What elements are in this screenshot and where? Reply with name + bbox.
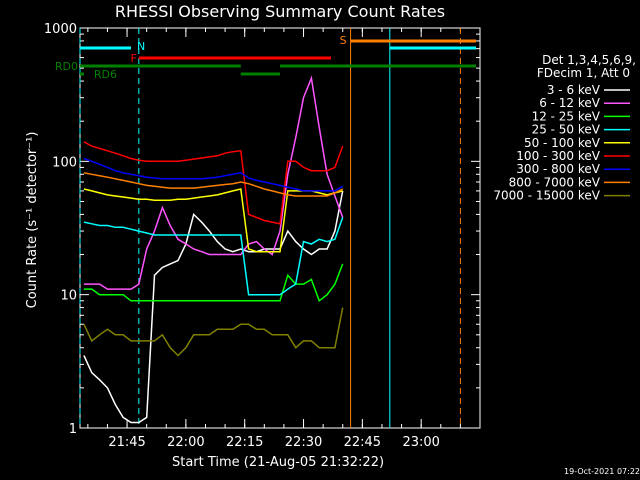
chart-title: RHESSI Observing Summary Count Rates bbox=[115, 2, 445, 21]
series-line bbox=[83, 157, 344, 192]
y-tick-label: 10 bbox=[60, 289, 77, 304]
series-line bbox=[83, 188, 343, 253]
generation-timestamp: 19-Oct-2021 07:22 bbox=[564, 467, 640, 476]
x-axis-label: Start Time (21-Aug-05 21:32:22) bbox=[172, 455, 384, 470]
x-tick-label: 22:45 bbox=[344, 435, 381, 450]
flag-bar-label: F bbox=[130, 52, 136, 65]
legend-header-line-1: Det 1,3,4,5,6,9, bbox=[542, 53, 636, 67]
flag-bar-label: RD0 bbox=[55, 60, 78, 73]
series-line bbox=[83, 307, 344, 357]
legend-label: 100 - 300 keV bbox=[516, 149, 600, 163]
series-line bbox=[83, 217, 344, 296]
x-tick-label: 22:15 bbox=[226, 435, 263, 450]
series-line bbox=[83, 190, 344, 424]
plot-area: 1 10 100 1000 21:45 22:00 22:15 22:30 22:45 23:00… bbox=[44, 22, 481, 450]
legend: Det 1,3,4,5,6,9, FDecim 1, Att 0 3 - 6 k… bbox=[493, 53, 636, 203]
y-tick-label: 1000 bbox=[44, 22, 77, 37]
legend-label: 50 - 100 keV bbox=[524, 136, 601, 150]
x-tick-label: 22:30 bbox=[285, 435, 322, 450]
legend-label: 25 - 50 keV bbox=[532, 123, 601, 137]
legend-label: 12 - 25 keV bbox=[532, 109, 601, 123]
y-axis-label: Count Rate (s⁻¹ detector⁻¹) bbox=[25, 132, 40, 309]
legend-label: 3 - 6 keV bbox=[547, 83, 601, 97]
series-line bbox=[83, 172, 344, 197]
legend-label: 6 - 12 keV bbox=[539, 96, 601, 110]
legend-label: 300 - 800 keV bbox=[516, 162, 600, 176]
flag-bar-label: RD6 bbox=[94, 68, 117, 81]
series-line bbox=[83, 75, 344, 290]
flag-bar-label: N bbox=[137, 40, 145, 53]
x-tick-label: 21:45 bbox=[108, 435, 145, 450]
y-tick-label: 100 bbox=[52, 155, 77, 170]
series-line bbox=[83, 263, 344, 303]
flag-bar-label: S bbox=[340, 34, 347, 47]
legend-label: 800 - 7000 keV bbox=[509, 175, 601, 189]
series-line bbox=[83, 141, 344, 225]
legend-label: 7000 - 15000 keV bbox=[493, 189, 600, 203]
legend-header-line-2: FDecim 1, Att 0 bbox=[537, 66, 630, 80]
x-tick-label: 23:00 bbox=[402, 435, 439, 450]
x-tick-label: 22:00 bbox=[167, 435, 204, 450]
y-tick-label: 1 bbox=[69, 422, 77, 437]
